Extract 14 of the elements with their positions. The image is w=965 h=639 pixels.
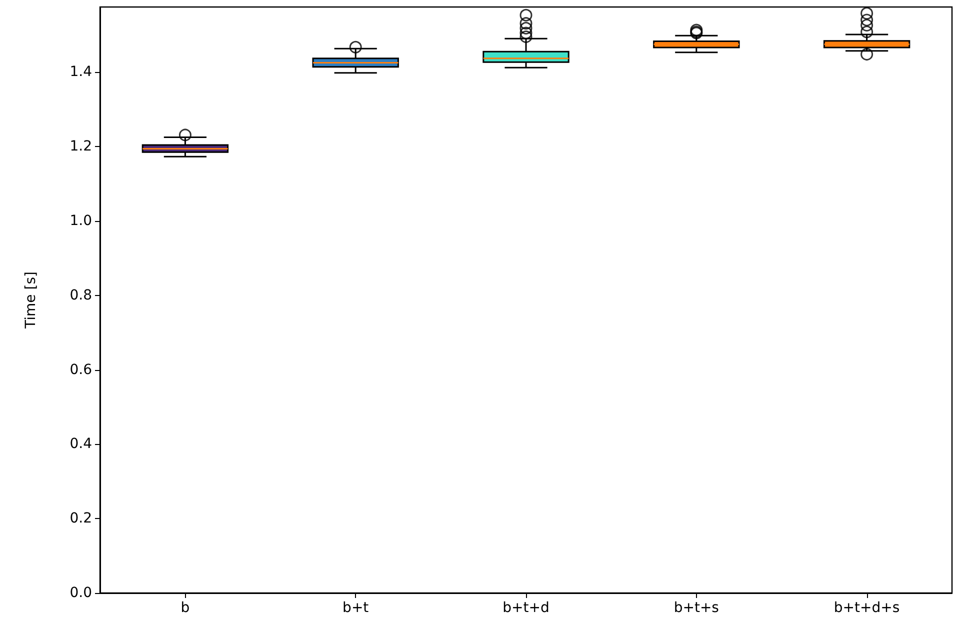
x-tick-label: b+t+d [502, 600, 550, 616]
y-tick-label: 1.2 [70, 138, 92, 155]
x-tick-label: b+t+d+s [834, 600, 900, 616]
y-tick-label: 0.2 [70, 510, 92, 527]
y-tick-label: 1.0 [70, 212, 92, 229]
x-tick-label: b [180, 600, 190, 616]
y-tick-label: 0.0 [70, 585, 92, 601]
y-tick-label: 0.6 [70, 362, 92, 378]
y-axis-title: Time [s] [23, 272, 39, 330]
y-tick-label: 0.8 [70, 287, 92, 304]
x-tick-label: b+t [342, 600, 370, 616]
y-tick-label: 0.4 [70, 436, 92, 452]
x-tick-label: b+t+s [674, 600, 719, 616]
y-tick-label: 1.4 [70, 64, 92, 80]
